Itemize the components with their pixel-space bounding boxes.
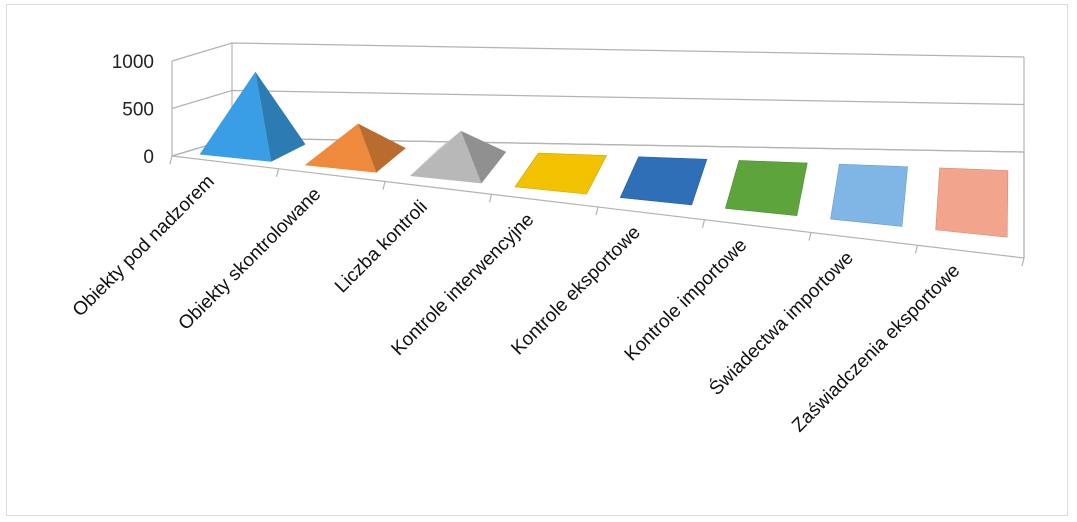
- x-category-label: Kontrole importowe: [621, 235, 752, 366]
- chart-gridlines: [169, 42, 1025, 267]
- x-tick-mark: [488, 194, 493, 203]
- x-tick-mark: [701, 219, 706, 228]
- pyramid-bar: [304, 123, 406, 173]
- x-tick-mark: [914, 245, 919, 254]
- x-category-label: Liczba kontroli: [331, 197, 432, 298]
- pyramid-bar: [935, 167, 1009, 238]
- pyramid-bar: [409, 130, 507, 184]
- y-tick-label: 500: [122, 100, 154, 121]
- y-tick-label: 1000: [112, 52, 154, 73]
- gridline: [171, 42, 1025, 62]
- y-axis-tick-labels: 0 500 1000: [112, 52, 154, 168]
- pyramid-bar: [724, 160, 808, 216]
- x-tick-mark: [808, 232, 812, 241]
- x-tick-mark: [275, 168, 280, 177]
- pyramid-bar: [830, 163, 908, 227]
- x-tick-mark: [1021, 257, 1025, 267]
- pyramid-bar: [199, 71, 306, 162]
- chart-pyramids: [199, 71, 1009, 238]
- chart-frame: [6, 4, 1068, 516]
- x-tick-mark: [169, 155, 173, 165]
- x-tick-mark: [595, 206, 599, 216]
- x-category-label: Kontrole eksportowe: [507, 222, 644, 359]
- pyramid-bar: [619, 156, 708, 206]
- gridline: [171, 89, 1025, 110]
- y-tick-label: 0: [143, 147, 154, 168]
- x-tick-mark: [382, 181, 386, 190]
- pyramid-bar: [514, 152, 608, 195]
